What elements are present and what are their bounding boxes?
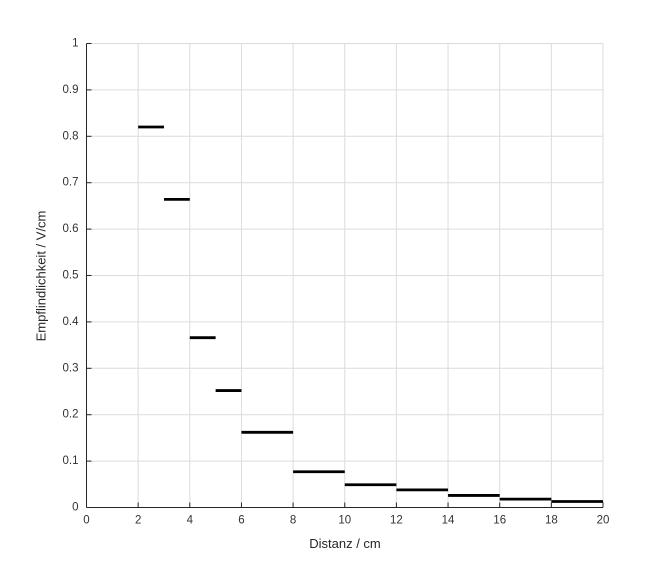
y-tick-label: 0.9 xyxy=(63,84,79,96)
x-tick-label: 10 xyxy=(338,515,351,527)
x-tick-label: 20 xyxy=(597,515,610,527)
y-tick-label: 0.8 xyxy=(63,130,79,142)
y-tick-label: 0.7 xyxy=(63,177,79,189)
x-tick-label: 4 xyxy=(187,515,194,527)
y-tick-label: 0.1 xyxy=(63,455,79,467)
y-tick-label: 1 xyxy=(72,38,78,50)
y-axis-label: Empflindlichkeit / V/cm xyxy=(33,210,49,342)
y-tick-label: 0.5 xyxy=(63,270,79,282)
x-tick-label: 6 xyxy=(238,515,244,527)
x-tick-label: 2 xyxy=(135,515,141,527)
x-tick-label: 8 xyxy=(290,515,296,527)
x-tick-label: 16 xyxy=(493,515,506,527)
y-tick-label: 0 xyxy=(72,502,78,514)
x-tick-label: 12 xyxy=(390,515,403,527)
x-tick-label: 18 xyxy=(545,515,558,527)
y-tick-label: 0.2 xyxy=(63,409,79,421)
y-tick-label: 0.4 xyxy=(63,316,80,328)
x-axis-label: Distanz / cm xyxy=(309,536,381,551)
y-tick-label: 0.3 xyxy=(63,362,79,374)
x-tick-label: 14 xyxy=(442,515,455,527)
y-tick-label: 0.6 xyxy=(63,223,79,235)
x-tick-label: 0 xyxy=(83,515,89,527)
